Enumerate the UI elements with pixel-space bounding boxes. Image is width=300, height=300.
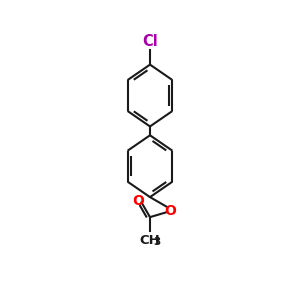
Text: O: O (164, 204, 176, 218)
Text: 3: 3 (153, 236, 160, 247)
Text: Cl: Cl (142, 34, 158, 49)
Text: O: O (132, 194, 144, 208)
Text: CH: CH (140, 234, 160, 247)
